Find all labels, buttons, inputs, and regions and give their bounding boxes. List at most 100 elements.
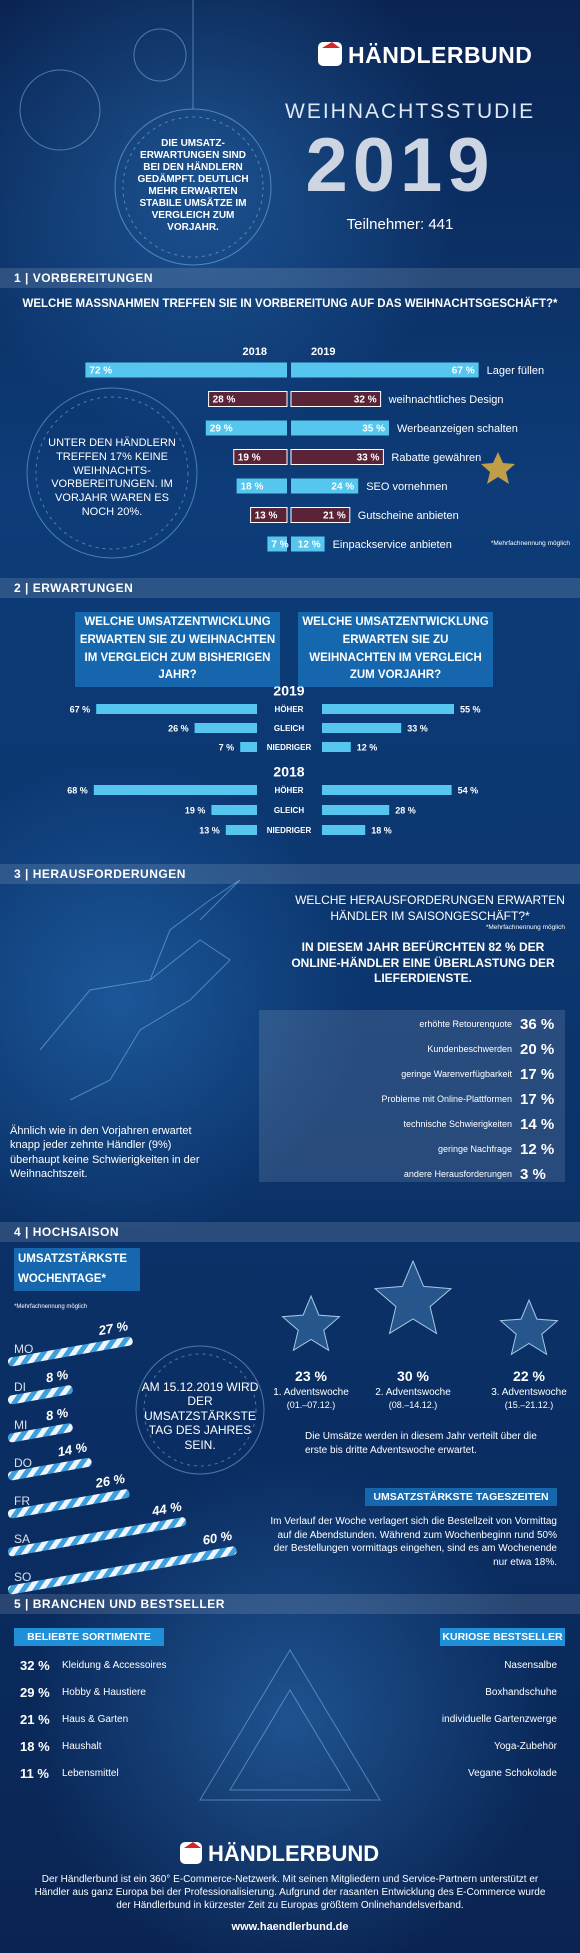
reindeer xyxy=(39,939,231,1101)
chart-title: 2018 xyxy=(273,764,304,780)
category-label: Einpackservice anbieten xyxy=(333,539,452,551)
day-label: MO xyxy=(14,1342,33,1356)
year: 2019 xyxy=(305,123,495,208)
section-bar xyxy=(0,1222,580,1242)
list-label: Yoga-Zubehör xyxy=(493,1741,557,1752)
value-label: 8 % xyxy=(45,1367,70,1386)
bar xyxy=(290,507,351,523)
footnote: *Mehrfachnennung möglich xyxy=(490,540,570,547)
ornament xyxy=(122,116,264,258)
bar xyxy=(291,536,325,552)
table-panel xyxy=(259,1010,565,1182)
bar xyxy=(208,391,288,407)
week-label: 1. Adventswoche xyxy=(273,1387,349,1398)
note: Ähnlich wie in den Vorjahren erwartet kn… xyxy=(10,1125,200,1180)
bar xyxy=(225,825,257,835)
list-value: 32 % xyxy=(20,1658,50,1673)
value-label: 44 % xyxy=(150,1499,183,1519)
cane: 60 % xyxy=(7,1528,237,1595)
cane: 27 % xyxy=(7,1318,133,1367)
tree xyxy=(199,1649,381,1801)
section-bar xyxy=(0,578,580,598)
category-label: GLEICH xyxy=(274,724,304,733)
value-label: 14 % xyxy=(56,1439,88,1459)
brand: HÄNDLERBUND xyxy=(348,42,533,68)
value-label: 67 % xyxy=(452,366,475,377)
category-label: HÖHER xyxy=(275,705,304,714)
reindeer xyxy=(149,879,241,981)
cane: 14 % xyxy=(7,1439,92,1481)
value-label: 12 % xyxy=(298,540,321,551)
bubble-text: DIE UMSATZ-ERWARTUNGEN SIND BEI DEN HÄND… xyxy=(137,138,249,233)
value-label: 67 % xyxy=(70,704,91,714)
cane-bar xyxy=(7,1385,73,1405)
bar xyxy=(322,805,390,815)
week-label: 3. Adventswoche xyxy=(491,1387,567,1398)
logo-hat xyxy=(322,42,340,48)
bar xyxy=(240,742,257,752)
list-label: Nasensalbe xyxy=(504,1660,557,1671)
list-label: Haus & Garten xyxy=(62,1714,129,1725)
list-value: 29 % xyxy=(20,1685,50,1700)
url: www.haendlerbund.de xyxy=(231,1921,349,1933)
value-label: 18 % xyxy=(241,482,264,493)
cane-bar xyxy=(7,1457,92,1481)
ornament xyxy=(133,28,187,82)
series-header: 2019 xyxy=(311,346,335,358)
value-label: 26 % xyxy=(168,723,189,733)
question-box: WELCHE UMSATZENTWICKLUNG ERWARTEN SIE ZU… xyxy=(75,612,280,688)
table-label: erhöhte Retourenquote xyxy=(419,1019,512,1029)
cane: 26 % xyxy=(7,1471,130,1519)
decoration xyxy=(19,0,381,1801)
value-label: 21 % xyxy=(323,511,346,522)
table-label: geringe Warenverfügbarkeit xyxy=(401,1069,512,1079)
bar xyxy=(96,704,257,714)
weeks-text: Die Umsätze werden in diesem Jahr vertei… xyxy=(305,1431,537,1456)
bar xyxy=(85,362,288,378)
table-label: technische Schwierigkeiten xyxy=(403,1119,512,1129)
star xyxy=(499,1298,559,1356)
bar xyxy=(290,449,384,465)
value-label: 29 % xyxy=(210,424,233,435)
value-label: 26 % xyxy=(93,1471,126,1491)
table-value: 12 % xyxy=(520,1141,555,1158)
bar xyxy=(291,478,359,494)
box: UMSATZSTÄRKSTE WOCHENTAGE* xyxy=(14,1248,140,1292)
star xyxy=(281,1294,341,1352)
category-label: GLEICH xyxy=(274,806,304,815)
value-label: 55 % xyxy=(460,704,481,714)
bar xyxy=(233,449,288,465)
value-label: 54 % xyxy=(458,785,479,795)
value-label: 32 % xyxy=(354,395,377,406)
day-label: MI xyxy=(14,1418,27,1432)
value-label: 60 % xyxy=(201,1528,233,1548)
value-label: 28 % xyxy=(395,805,416,815)
value-label: 13 % xyxy=(199,825,220,835)
ornament xyxy=(143,1353,257,1467)
table-label: Probleme mit Online-Plattformen xyxy=(381,1094,512,1104)
category-label: Lager füllen xyxy=(487,365,544,377)
bar xyxy=(322,742,351,752)
bar xyxy=(211,805,257,815)
day-label: DO xyxy=(14,1456,32,1470)
footnote: *Mehrfachnennung möglich xyxy=(14,1304,88,1310)
cane-bar xyxy=(7,1489,130,1519)
value-label: 7 % xyxy=(271,540,288,551)
category-label: SEO vornehmen xyxy=(366,481,447,493)
title: WEIHNACHTSSTUDIE xyxy=(285,100,536,123)
category-label: Gutscheine anbieten xyxy=(358,510,459,522)
question-box: WELCHE UMSATZENTWICKLUNG ERWARTEN SIE ZU… xyxy=(298,612,493,688)
week-dates: (01.–07.12.) xyxy=(286,1400,336,1410)
circle-text: AM 15.12.2019 WIRD DER UMSATZSTÄRKSTE TA… xyxy=(141,1380,259,1452)
cane: 44 % xyxy=(7,1499,187,1557)
day-label: FR xyxy=(14,1494,30,1508)
value-label: 33 % xyxy=(407,723,428,733)
brand: HÄNDLERBUND xyxy=(208,1841,380,1866)
cane-bar xyxy=(7,1517,187,1557)
value-label: 33 % xyxy=(357,453,380,464)
list-label: Hobby & Haustiere xyxy=(62,1687,146,1698)
bar xyxy=(194,723,257,733)
list-value: 11 % xyxy=(20,1766,49,1781)
value-label: 8 % xyxy=(45,1405,70,1424)
